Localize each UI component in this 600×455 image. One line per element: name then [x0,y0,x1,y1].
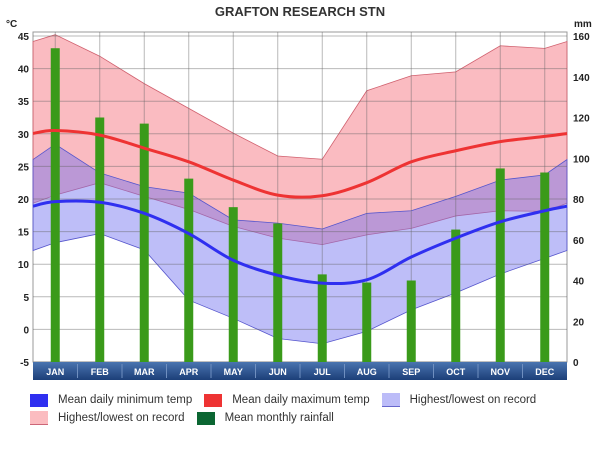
legend-label: Mean daily minimum temp [58,394,193,406]
rain-tick-label: 0 [573,358,579,369]
legend-label: Mean monthly rainfall [224,412,334,424]
temp-tick-label: 20 [18,195,30,206]
rainfall-bar-sep [406,280,416,362]
rain-tick-label: 160 [573,32,590,43]
legend: Mean daily minimum temp Mean daily maxim… [30,391,590,427]
month-label-oct: OCT [446,367,466,377]
right-axis-unit: mm [574,19,592,30]
month-label-apr: APR [179,367,199,377]
legend-item-mean-min: Mean daily minimum temp [30,393,193,407]
legend-item-max-record: Highest/lowest on record [30,411,185,425]
legend-label: Highest/lowest on record [409,394,537,406]
rain-tick-label: 100 [573,154,590,165]
month-label-jan: JAN [46,367,64,377]
rain-tick-label: 20 [573,317,585,328]
left-axis-unit: °C [6,19,17,30]
month-label-dec: DEC [535,367,555,377]
month-label-jun: JUN [269,367,287,377]
rain-tick-label: 60 [573,236,585,247]
rainfall-bar-dec [540,172,550,362]
rain-tick-label: 80 [573,195,585,206]
min-record-band [32,143,568,345]
month-label-may: MAY [224,367,243,377]
legend-item-mean-max: Mean daily maximum temp [204,393,370,407]
temp-tick-label: 15 [18,228,30,239]
rainfall-bar-jun [273,223,283,362]
legend-item-rainfall: Mean monthly rainfall [196,411,334,425]
legend-label: Highest/lowest on record [58,412,185,424]
temp-tick-label: 35 [18,97,30,108]
temp-tick-label: -5 [20,358,29,369]
rainfall-bar-aug [362,282,372,362]
month-label-jul: JUL [314,367,332,377]
legend-swatch [30,411,48,425]
legend-swatch [196,411,215,425]
rainfall-bar-may [228,207,238,362]
rainfall-bar-nov [495,168,505,362]
mean-max-line [32,129,568,199]
temp-tick-label: 5 [23,293,29,304]
month-label-mar: MAR [134,367,155,377]
temp-tick-label: 30 [18,130,30,141]
chart-title: GRAFTON RESEARCH STN [214,4,386,19]
rain-tick-label: 40 [573,277,585,288]
temp-tick-label: 40 [18,65,30,76]
legend-swatch [204,393,223,407]
rainfall-bar-mar [139,123,149,362]
legend-swatch [30,393,48,407]
month-label-aug: AUG [357,367,377,377]
legend-swatch [381,393,400,407]
temp-tick-label: 0 [23,325,29,336]
rainfall-bar-oct [451,229,461,362]
temp-tick-label: 25 [18,162,30,173]
rainfall-bar-jan [50,48,60,362]
rainfall-bar-apr [184,178,194,362]
rain-tick-label: 140 [573,73,590,84]
legend-label: Mean daily maximum temp [232,394,370,406]
rain-tick-label: 120 [573,114,590,125]
temp-tick-label: 10 [18,260,30,271]
rainfall-bar-jul [317,274,327,362]
legend-item-min-record: Highest/lowest on record [381,393,537,407]
temp-tick-label: 45 [18,32,30,43]
rainfall-bar-feb [95,117,105,362]
month-label-nov: NOV [490,367,510,377]
mean-min-line [32,199,568,286]
month-label-sep: SEP [402,367,420,377]
month-label-feb: FEB [91,367,110,377]
plot-area: °C mm -5 0 5 10 15 20 25 30 35 40 45 0 20 40 60 80 100 12… [6,19,592,380]
